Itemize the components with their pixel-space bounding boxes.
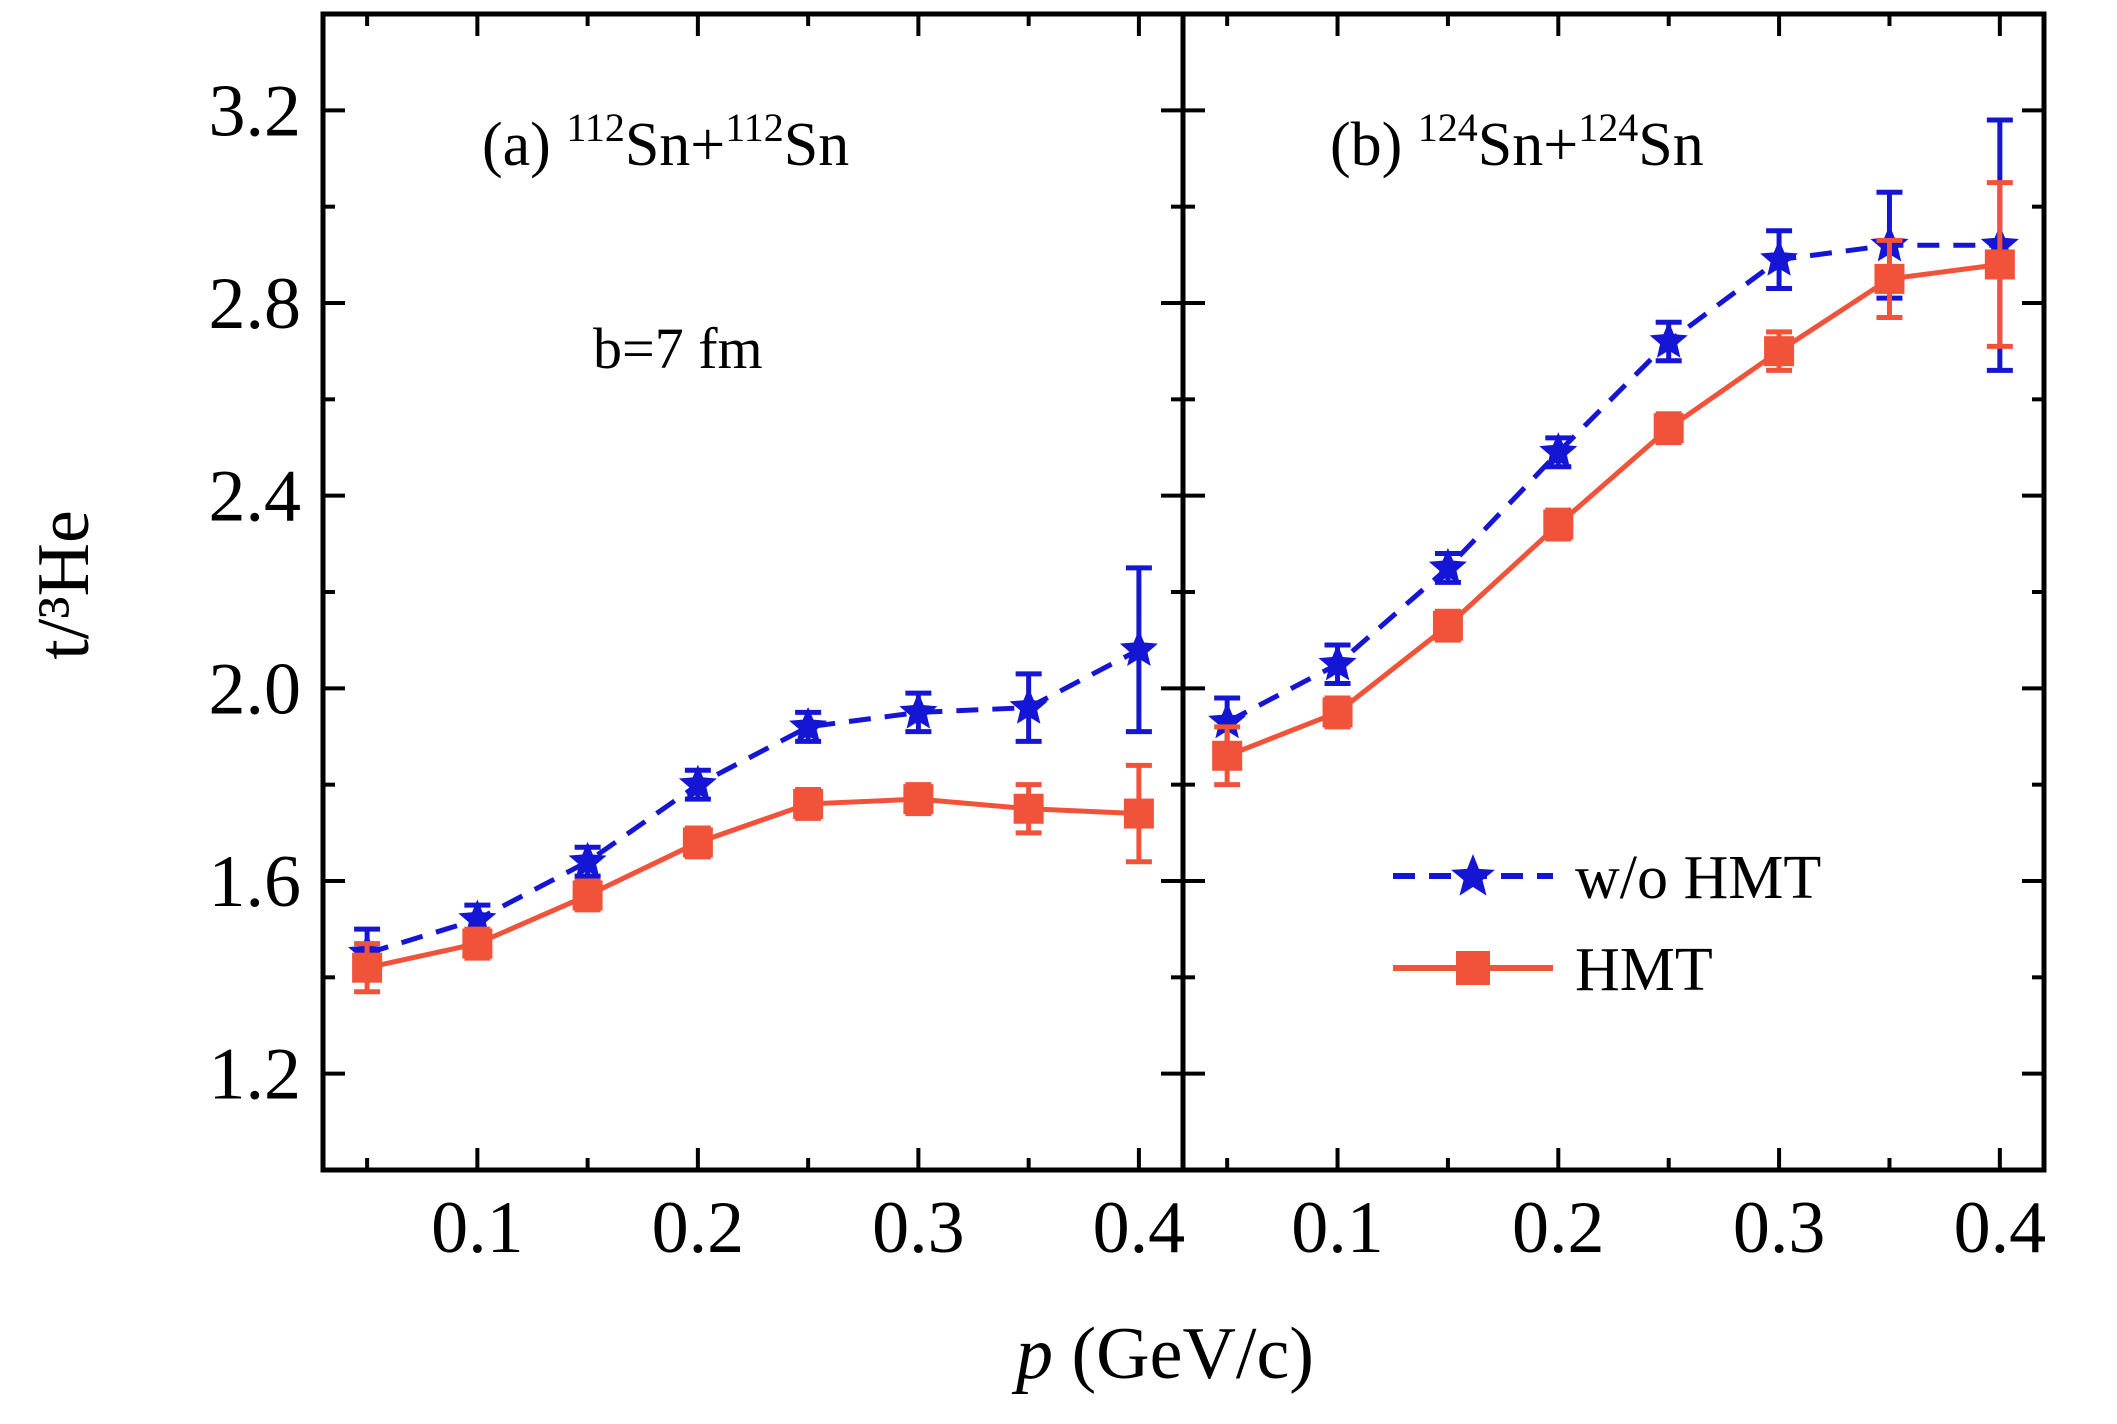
series-wo-hmt [348, 565, 1158, 980]
plot-frame [1180, 11, 2047, 1173]
x-tick-label: 0.1 [1291, 1187, 1384, 1269]
data-point-star [678, 764, 717, 801]
data-point-star [1119, 629, 1158, 666]
panel-b-title: (b) 124Sn+124Sn [1330, 105, 1704, 179]
data-point-square [572, 880, 603, 911]
data-point-square [462, 928, 493, 959]
data-point-star [1649, 321, 1688, 358]
legend-label-wo-hmt: w/o HMT [1575, 844, 1821, 912]
panel-a: 0.1 0.2 0.3 0.4 1.2 1.6 2.0 2.4 2.8 3.2 [209, 11, 1186, 1269]
legend-square-icon [1456, 951, 1490, 985]
x-axis-title-unit: (GeV/c) [1053, 1313, 1314, 1395]
data-point-square [1764, 336, 1795, 367]
data-point-star [1318, 644, 1357, 681]
data-point-square [1984, 249, 2015, 280]
x-tick-label: 0.2 [1512, 1187, 1605, 1269]
plot-frame [320, 11, 1186, 1173]
data-point-square [1212, 740, 1243, 771]
data-point-square [1653, 413, 1684, 444]
data-point-square [1432, 610, 1463, 641]
series-wo-hmt [1208, 117, 2019, 749]
impact-parameter-annotation: b=7 fm [593, 316, 763, 381]
data-point-square [793, 788, 824, 819]
y-tick-label: 3.2 [209, 70, 302, 152]
series-line [366, 796, 1140, 971]
panels: 0.1 0.2 0.3 0.41.21.62.02.42.83.20.1 0.2 0.3 0… [209, 11, 2047, 1269]
data-point-square [1322, 697, 1353, 728]
y-tick-label: 2.4 [209, 456, 302, 538]
legend: w/o HMT HMT [1393, 844, 1821, 1004]
x-tick-label: 0.4 [1093, 1187, 1186, 1269]
data-point-star [458, 899, 497, 936]
y-tick-label: 1.2 [209, 1034, 302, 1116]
series-line [366, 647, 1141, 956]
x-tick-label: 0.3 [1733, 1187, 1826, 1269]
legend-label-hmt: HMT [1575, 936, 1713, 1004]
panel-a-title: (a) 112Sn+112Sn [482, 105, 849, 179]
data-point-star [1428, 547, 1467, 585]
legend-star-icon [1451, 854, 1495, 896]
series-hmt [352, 762, 1154, 995]
x-tick-label: 0.1 [431, 1187, 524, 1269]
y-tick-label: 2.0 [209, 648, 302, 730]
series-line [1225, 242, 2000, 725]
data-point-star [1760, 239, 1799, 276]
series-line [1226, 261, 2001, 759]
data-point-square [1543, 509, 1574, 540]
data-point-square [1013, 793, 1044, 824]
data-point-star [1539, 432, 1578, 469]
data-point-square [1123, 798, 1154, 829]
y-tick-label: 2.8 [209, 263, 302, 345]
x-axis-title: p (GeV/c) [1011, 1313, 1314, 1395]
data-point-star [1009, 687, 1048, 724]
data-point-square [903, 784, 934, 815]
data-point-square [1874, 263, 1905, 294]
data-point-star [899, 692, 938, 729]
x-tick-label: 0.3 [872, 1187, 965, 1269]
data-point-square [682, 827, 713, 858]
data-point-square [352, 952, 383, 983]
x-tick-label: 0.2 [652, 1187, 745, 1269]
y-axis-title: t/³He [23, 510, 105, 660]
y-tick-label: 1.6 [209, 841, 302, 923]
series-hmt [1212, 180, 2015, 788]
data-point-star [568, 841, 607, 878]
panel-b: 0.1 0.2 0.3 0.4 [1180, 11, 2047, 1269]
data-point-star [789, 706, 828, 743]
x-axis-title-var: p [1011, 1313, 1053, 1395]
x-tick-label: 0.4 [1954, 1187, 2047, 1269]
